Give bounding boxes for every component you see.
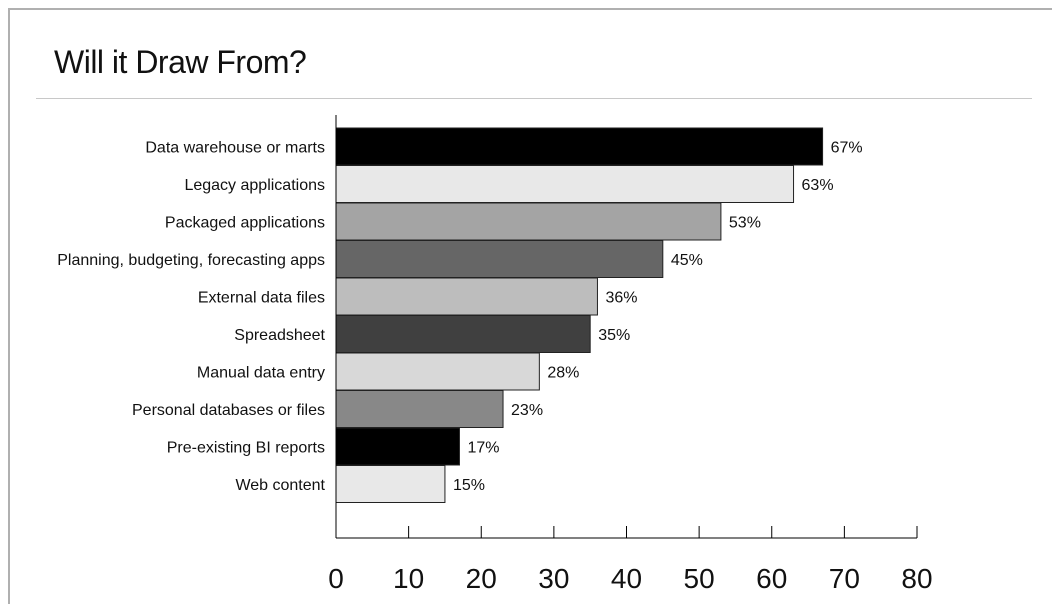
category-label: Packaged applications (165, 215, 325, 232)
category-label: Data warehouse or marts (145, 140, 325, 157)
bar (335, 427, 460, 466)
value-label: 45% (671, 252, 703, 269)
value-label: 67% (831, 140, 863, 157)
x-tick-label: 50 (684, 563, 715, 594)
x-tick-label: 10 (393, 563, 424, 594)
category-label: Web content (235, 477, 325, 494)
title-divider (36, 98, 1032, 99)
bar (335, 202, 722, 241)
category-label: Personal databases or files (132, 402, 325, 419)
bar (335, 240, 664, 278)
x-tick-label: 70 (829, 563, 860, 594)
bar (335, 165, 795, 203)
bars-group: Data warehouse or marts 67% Legacy applica… (57, 127, 863, 503)
category-label: Planning, budgeting, forecasting apps (57, 252, 325, 269)
category-label: Spreadsheet (234, 327, 325, 344)
bar (335, 390, 504, 428)
bar (335, 127, 824, 166)
bar (335, 465, 446, 503)
x-tick-label: 0 (328, 563, 344, 594)
category-label: Legacy applications (184, 177, 325, 194)
bar (335, 277, 598, 316)
x-tick-label: 20 (466, 563, 497, 594)
x-tick-label: 80 (901, 563, 932, 594)
category-label: Manual data entry (197, 365, 325, 382)
bar (335, 315, 591, 353)
x-tick-label: 40 (611, 563, 642, 594)
chart-title: Will it Draw From? (54, 44, 307, 80)
value-label: 36% (605, 290, 637, 307)
value-label: 53% (729, 215, 761, 232)
x-tick-label: 30 (538, 563, 569, 594)
value-label: 15% (453, 477, 485, 494)
category-label: Pre-existing BI reports (167, 440, 325, 457)
value-label: 17% (467, 440, 499, 457)
category-label: External data files (198, 290, 325, 307)
value-label: 23% (511, 402, 543, 419)
x-axis: 0 10 20 30 40 50 60 70 80 (328, 115, 933, 594)
value-label: 35% (598, 327, 630, 344)
value-label: 63% (802, 177, 834, 194)
value-label: 28% (547, 365, 579, 382)
bar (335, 352, 540, 391)
x-tick-label: 60 (756, 563, 787, 594)
